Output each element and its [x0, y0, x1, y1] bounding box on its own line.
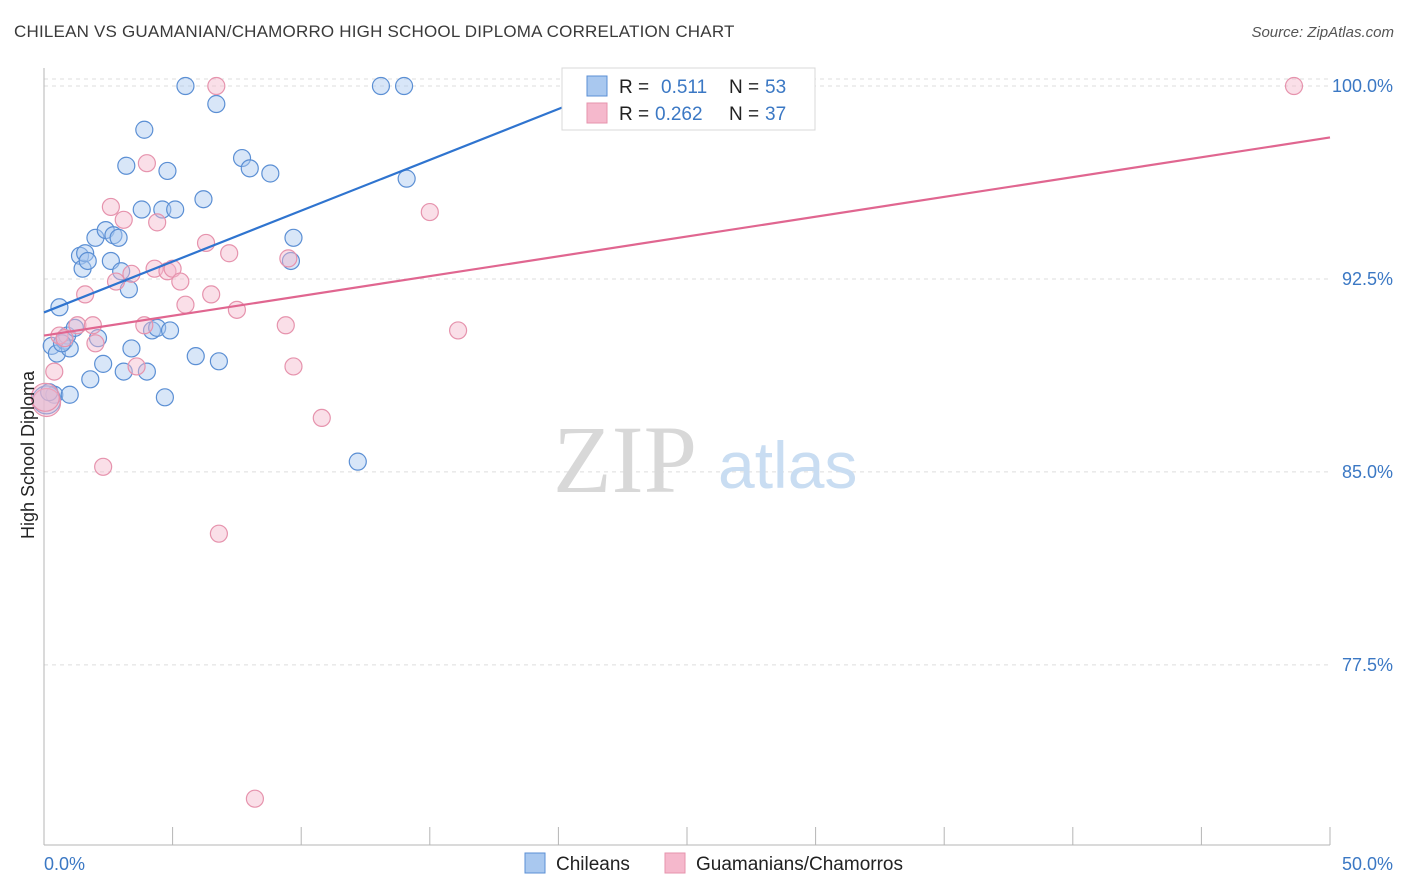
point-chileans — [186, 347, 205, 366]
y-tick-label: 77.5% — [1342, 655, 1393, 675]
x-tick-label-min: 0.0% — [44, 854, 85, 874]
point-chileans — [240, 159, 259, 178]
stats-r-label-2: R = — [619, 104, 649, 125]
point-chileans — [281, 251, 301, 271]
point-chileans — [109, 228, 128, 247]
point-chileans — [132, 200, 151, 219]
point-chileans — [60, 385, 79, 404]
y-axis-title: High School Diploma — [18, 370, 38, 539]
trend-line-chileans — [43, 92, 598, 314]
point-guamanians — [1284, 76, 1304, 96]
stats-n-label-2: N = — [729, 104, 759, 125]
point-guamanians — [30, 382, 60, 412]
point-guamanians — [171, 272, 190, 291]
y-tick-label: 85.0% — [1342, 462, 1393, 482]
point-chileans — [158, 161, 177, 181]
point-guamanians — [101, 197, 120, 217]
point-chileans — [261, 164, 280, 183]
stats-legend-swatch-chileans — [586, 75, 608, 97]
point-guamanians — [137, 154, 156, 173]
x-tick-label-max: 50.0% — [1342, 854, 1393, 874]
point-guamanians — [312, 408, 331, 428]
point-chileans — [78, 251, 97, 271]
point-chileans — [135, 120, 154, 139]
point-chileans — [94, 354, 113, 373]
point-guamanians — [448, 321, 468, 340]
stats-n-value-2: 37 — [765, 104, 786, 125]
series-legend: Chileans Guamanians/Chamorros — [524, 852, 903, 875]
point-chileans — [166, 200, 185, 219]
point-guamanians — [245, 789, 265, 808]
point-guamanians — [114, 210, 133, 229]
point-guamanians — [127, 357, 146, 376]
y-tick-label: 100.0% — [1332, 76, 1393, 96]
point-guamanians — [284, 357, 303, 376]
point-guamanians — [209, 524, 228, 543]
stats-r-label-1: R = — [619, 77, 649, 98]
legend-swatch-guamanians — [664, 852, 686, 874]
point-guamanians — [279, 249, 298, 268]
chart-title: CHILEAN VS GUAMANIAN/CHAMORRO HIGH SCHOO… — [14, 22, 735, 41]
point-chileans — [394, 76, 414, 96]
point-chileans — [122, 339, 141, 358]
point-chileans — [155, 388, 174, 407]
point-chileans — [194, 190, 213, 209]
point-guamanians — [220, 244, 239, 263]
point-chileans — [348, 452, 367, 471]
stats-r-value-1: 0.511 — [661, 77, 707, 98]
legend-label-chileans: Chileans — [556, 854, 630, 875]
chart-source: Source: ZipAtlas.com — [1251, 24, 1394, 41]
point-guamanians — [86, 334, 105, 353]
axis-layer — [43, 68, 1331, 846]
point-chileans — [176, 76, 195, 96]
stats-legend: R = 0.511 N = 53 R = 0.262 N = 37 — [561, 67, 816, 131]
legend-swatch-chileans — [524, 852, 546, 874]
point-chileans — [371, 76, 391, 96]
point-chileans — [112, 262, 131, 281]
stats-r-value-2: 0.262 — [655, 104, 703, 125]
stats-n-value-1: 53 — [765, 77, 786, 98]
point-guamanians — [94, 457, 113, 476]
point-chileans — [137, 362, 156, 381]
trend-layer — [43, 92, 1331, 337]
watermark-zip: ZIP — [553, 406, 697, 513]
point-chileans — [81, 370, 100, 389]
tick-label-layer: 100.0% 92.5% 85.0% 77.5% 0.0% 50.0% — [44, 76, 1393, 874]
stats-n-label-1: N = — [729, 77, 759, 98]
point-guamanians — [83, 316, 102, 335]
stats-legend-swatch-guamanians — [586, 102, 608, 124]
point-chileans — [209, 352, 228, 371]
point-guamanians — [45, 362, 64, 381]
point-chileans — [207, 94, 226, 114]
point-chileans — [104, 226, 123, 245]
point-chileans — [284, 228, 303, 247]
watermark-atlas: atlas — [718, 428, 857, 502]
point-guamanians — [202, 285, 221, 304]
trend-line-guamanians — [43, 136, 1331, 337]
point-guamanians — [420, 202, 439, 222]
legend-label-guamanians: Guamanians/Chamorros — [696, 854, 903, 875]
point-guamanians — [207, 76, 226, 96]
point-guamanians — [176, 295, 195, 314]
point-guamanians — [148, 213, 167, 232]
point-chileans — [117, 156, 136, 175]
point-chileans — [160, 321, 180, 340]
point-chileans — [397, 169, 416, 188]
y-tick-label: 92.5% — [1342, 269, 1393, 289]
point-guamanians — [276, 316, 295, 335]
points-layer — [30, 76, 1304, 808]
